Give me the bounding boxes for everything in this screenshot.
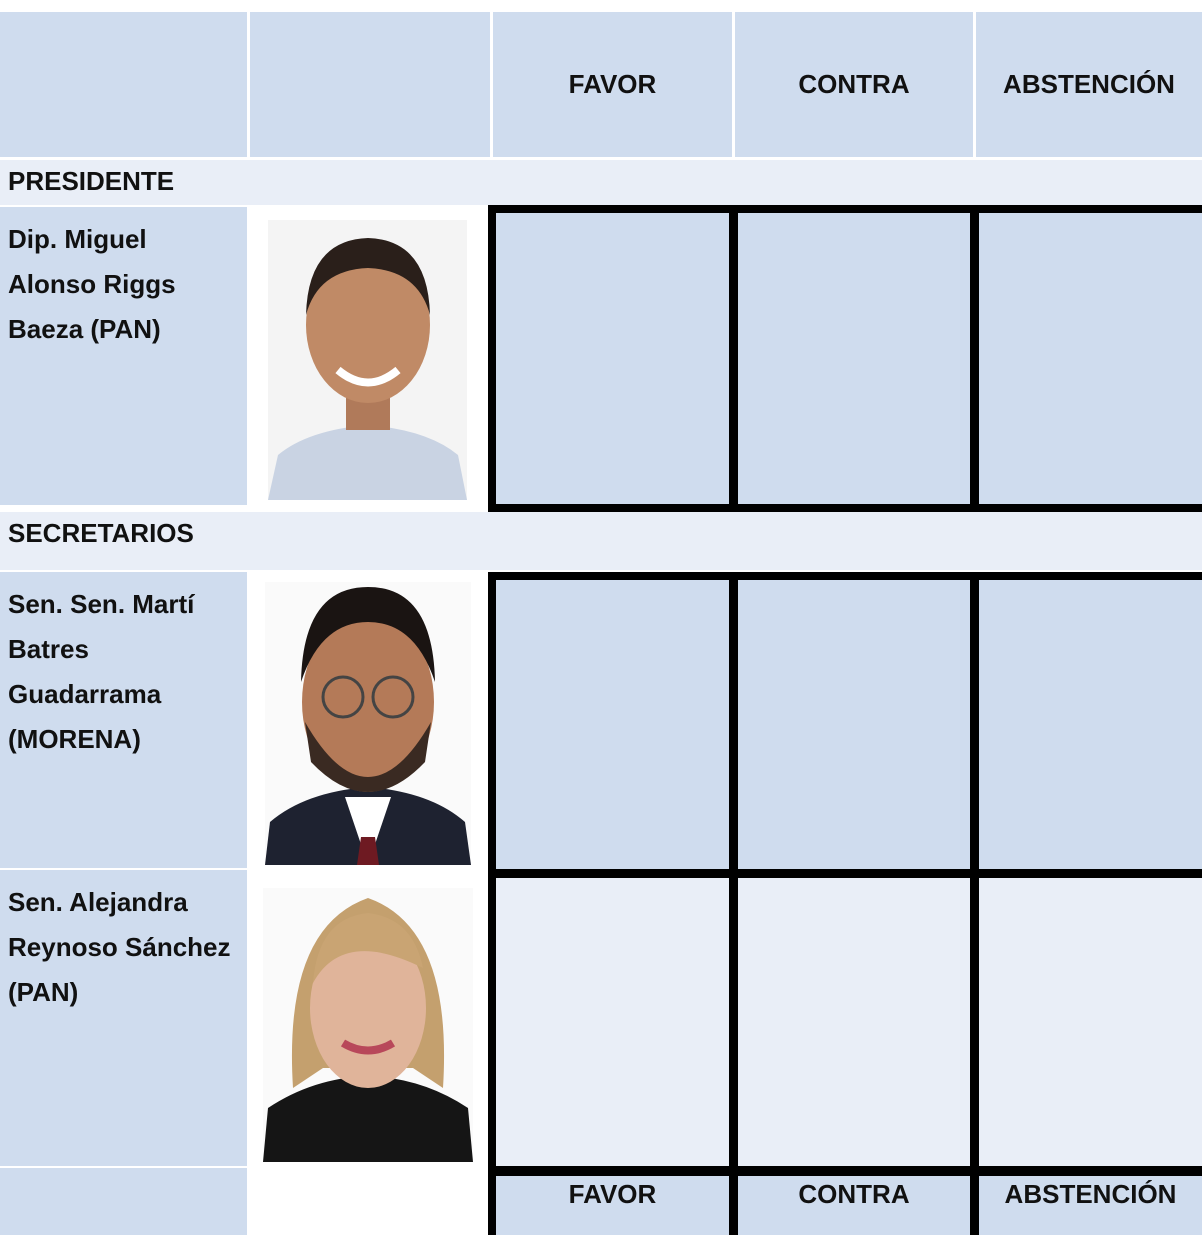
header-cell <box>250 12 490 157</box>
vote-cell[interactable] <box>496 878 729 1166</box>
vote-cell[interactable] <box>979 213 1202 504</box>
header-label: ABSTENCIÓN <box>976 12 1202 157</box>
vote-cell[interactable] <box>496 580 729 869</box>
vote-cell[interactable] <box>979 580 1202 869</box>
vote-cell[interactable] <box>738 580 970 869</box>
footer-label: FAVOR <box>496 1176 729 1235</box>
header-label: FAVOR <box>493 12 732 157</box>
vote-cell[interactable] <box>738 213 970 504</box>
section-title: SECRETARIOS <box>0 512 1202 570</box>
header-cell <box>0 12 247 157</box>
header-label: CONTRA <box>735 12 973 157</box>
vote-cell[interactable] <box>979 878 1202 1166</box>
member-photo <box>268 220 467 500</box>
vote-cell[interactable] <box>496 213 729 504</box>
section-title: PRESIDENTE <box>0 160 1202 205</box>
member-photo <box>263 888 473 1162</box>
member-name: Sen. Alejandra Reynoso Sánchez (PAN) <box>0 870 247 1166</box>
member-photo <box>265 582 471 865</box>
member-name: Sen. Sen. Martí Batres Guadarrama (MOREN… <box>0 572 247 868</box>
footer-cell <box>0 1168 247 1235</box>
footer-label: CONTRA <box>738 1176 970 1235</box>
footer-label: ABSTENCIÓN <box>979 1176 1202 1235</box>
vote-cell[interactable] <box>738 878 970 1166</box>
member-name: Dip. Miguel Alonso Riggs Baeza (PAN) <box>0 207 247 505</box>
